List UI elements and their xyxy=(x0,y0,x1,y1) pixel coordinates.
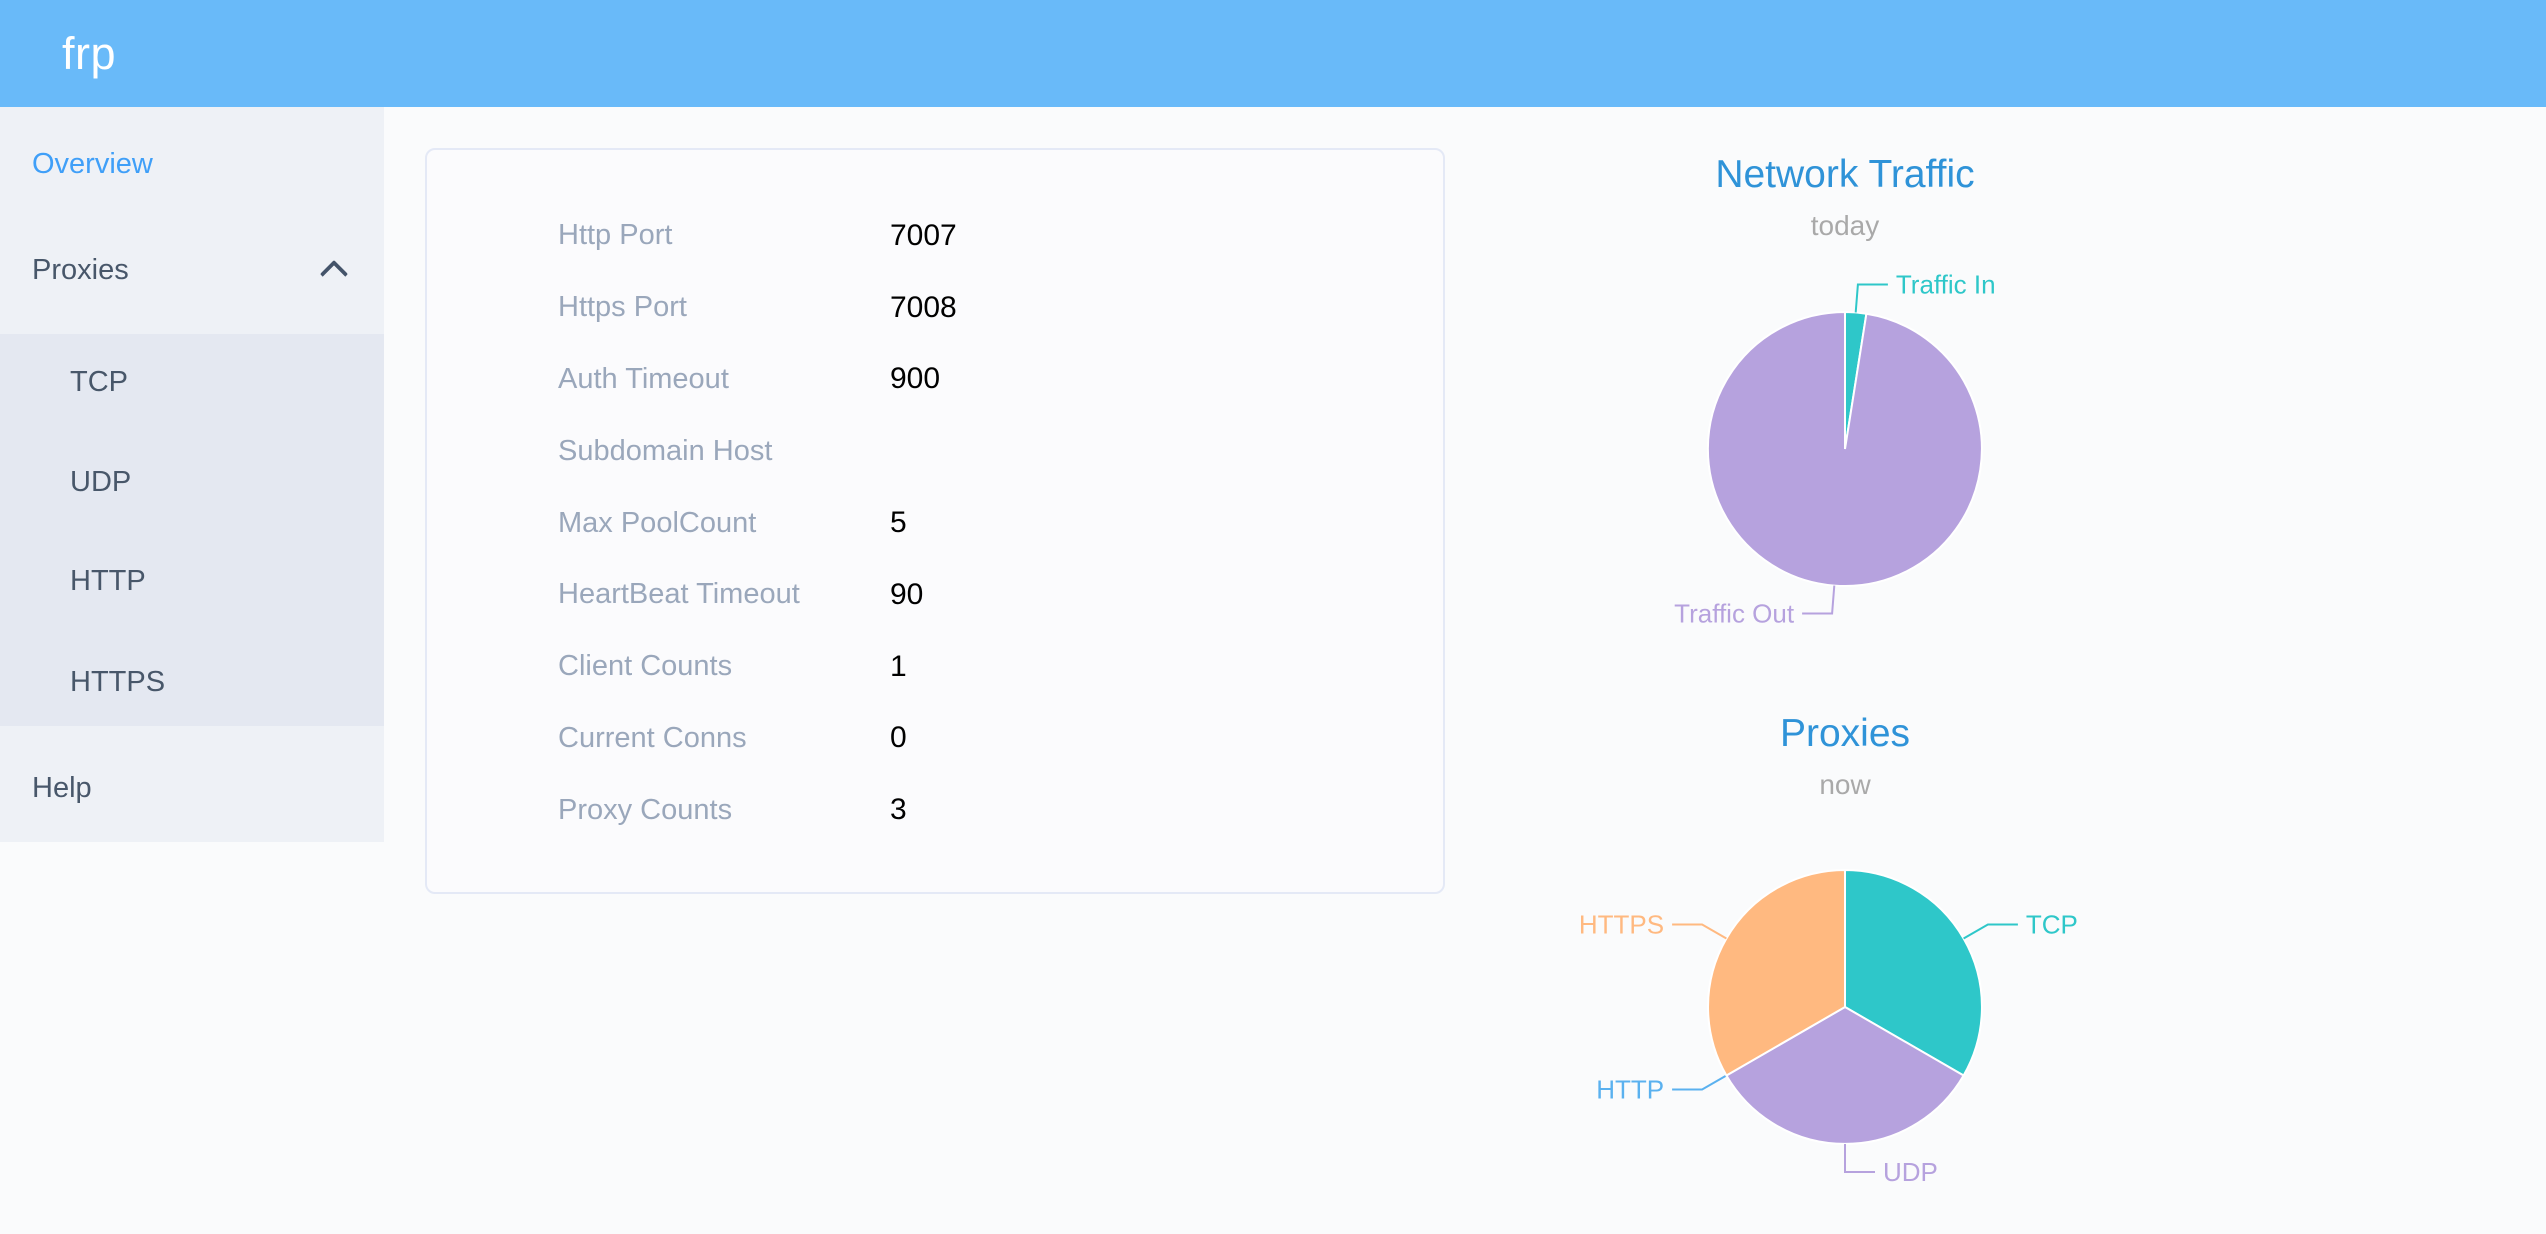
pie-label-line-udp xyxy=(1844,1144,1875,1173)
info-value: 1 xyxy=(890,649,907,683)
sidebar-item-overview[interactable]: Overview xyxy=(0,134,384,194)
server-info-card: Http Port 7007 Https Port 7008 Auth Time… xyxy=(425,148,1445,894)
info-value: 7008 xyxy=(890,290,957,324)
chart-title-proxies: Proxies xyxy=(1779,712,1911,755)
pie-label-line-traffic-in xyxy=(1854,283,1888,313)
info-label: Subdomain Host xyxy=(558,434,773,467)
info-label: HeartBeat Timeout xyxy=(558,578,800,611)
info-label: Auth Timeout xyxy=(558,362,729,395)
info-row: Max PoolCount 5 xyxy=(427,487,1443,559)
info-row: Current Conns 0 xyxy=(427,703,1443,775)
pie-slice-traffic-out[interactable] xyxy=(1706,310,1983,587)
info-row: HeartBeat Timeout 90 xyxy=(427,559,1443,631)
chart-title-network-traffic: Network Traffic xyxy=(1715,153,1975,196)
info-label: Proxy Counts xyxy=(558,793,733,826)
sidebar-item-help-label: Help xyxy=(32,772,92,804)
sidebar-item-overview-label: Overview xyxy=(32,148,153,180)
info-label: Max PoolCount xyxy=(558,506,757,539)
sidebar-item-http[interactable]: HTTP xyxy=(70,565,146,597)
pie-label-udp: UDP xyxy=(1883,1157,1938,1187)
app-header: frp xyxy=(0,0,2546,107)
info-row: Client Counts 1 xyxy=(427,631,1443,703)
proxies-submenu: TCP UDP HTTP HTTPS xyxy=(0,334,384,726)
info-value: 900 xyxy=(890,362,941,396)
pie-label-line-http xyxy=(1672,1074,1727,1091)
info-label: Client Counts xyxy=(558,650,733,683)
sidebar-item-tcp[interactable]: TCP xyxy=(70,366,128,398)
info-label: Current Conns xyxy=(558,721,747,754)
sidebar-nav: Overview Proxies TCP UDP HTTP HTTPS Help xyxy=(0,107,384,842)
pie-label-tcp: TCP xyxy=(2026,910,2078,940)
info-row: Https Port 7008 xyxy=(427,272,1443,344)
info-value: 7007 xyxy=(890,218,957,252)
chart-subtitle-now: now xyxy=(1819,769,1871,800)
sidebar-item-proxies-label: Proxies xyxy=(32,254,129,286)
pie-label-http: HTTP xyxy=(1596,1075,1664,1105)
pie-label-https: HTTPS xyxy=(1579,910,1664,940)
info-label: Http Port xyxy=(558,219,673,252)
sidebar-item-proxies[interactable]: Proxies xyxy=(0,240,384,300)
pie-label-line-traffic-out xyxy=(1802,585,1836,615)
pie-label-line-https xyxy=(1672,923,1727,940)
info-row: Proxy Counts 3 xyxy=(427,774,1443,846)
info-value: 3 xyxy=(890,793,907,827)
sidebar-item-help[interactable]: Help xyxy=(0,758,384,818)
pie-label-line-tcp xyxy=(1963,923,2018,940)
sidebar-item-https[interactable]: HTTPS xyxy=(70,666,166,698)
info-value: 0 xyxy=(890,721,907,755)
pie-slice-https[interactable] xyxy=(1707,868,1846,1077)
chart-subtitle-today: today xyxy=(1810,210,1880,241)
pie-label-traffic-in: Traffic In xyxy=(1896,270,1996,300)
pie-slice-tcp[interactable] xyxy=(1844,868,1983,1077)
info-row: Auth Timeout 900 xyxy=(427,344,1443,416)
sidebar-item-udp[interactable]: UDP xyxy=(70,466,132,498)
info-value: 5 xyxy=(890,506,907,540)
pie-slice-udp[interactable] xyxy=(1725,1005,1965,1145)
pie-label-traffic-out: Traffic Out xyxy=(1674,599,1795,629)
info-row: Http Port 7007 xyxy=(427,200,1443,272)
info-row: Subdomain Host xyxy=(427,415,1443,487)
info-value: 90 xyxy=(890,577,924,611)
app-logo: frp xyxy=(62,27,117,79)
info-label: Https Port xyxy=(558,291,687,324)
server-info-rows: Http Port 7007 Https Port 7008 Auth Time… xyxy=(427,200,1443,846)
